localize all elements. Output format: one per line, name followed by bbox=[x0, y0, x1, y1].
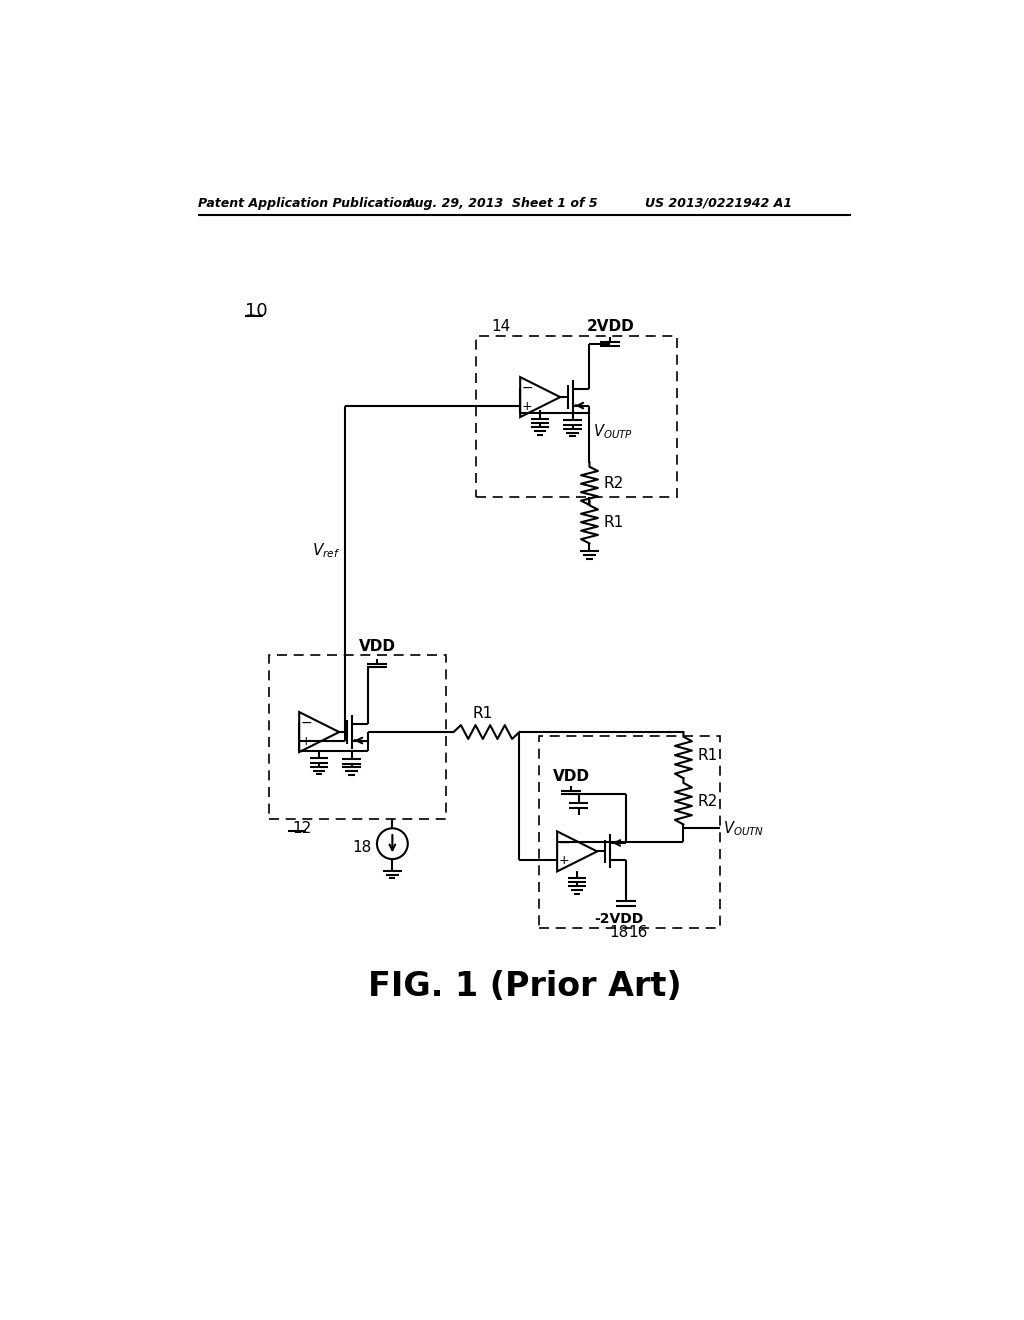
Text: R2: R2 bbox=[697, 793, 718, 809]
Text: Patent Application Publication: Patent Application Publication bbox=[199, 197, 412, 210]
Text: +: + bbox=[559, 854, 569, 867]
Text: R1: R1 bbox=[603, 515, 624, 529]
Text: −: − bbox=[300, 715, 312, 730]
Text: VDD: VDD bbox=[553, 768, 590, 784]
Text: FIG. 1 (Prior Art): FIG. 1 (Prior Art) bbox=[368, 970, 682, 1003]
Text: R1: R1 bbox=[697, 747, 718, 763]
Text: +: + bbox=[301, 734, 311, 747]
Text: 12: 12 bbox=[292, 821, 311, 836]
Text: 10: 10 bbox=[245, 302, 267, 319]
Text: 2VDD: 2VDD bbox=[587, 319, 634, 334]
Text: +: + bbox=[522, 400, 532, 413]
Text: VDD: VDD bbox=[358, 639, 395, 653]
Text: US 2013/0221942 A1: US 2013/0221942 A1 bbox=[645, 197, 792, 210]
Text: −: − bbox=[558, 836, 570, 849]
Text: $V_{OUTP}$: $V_{OUTP}$ bbox=[593, 422, 633, 441]
Text: 18: 18 bbox=[352, 840, 371, 855]
Text: $V_{OUTN}$: $V_{OUTN}$ bbox=[724, 818, 765, 838]
Text: -2VDD: -2VDD bbox=[594, 912, 643, 927]
Text: −: − bbox=[521, 381, 532, 395]
Text: 18: 18 bbox=[609, 925, 629, 940]
Text: 14: 14 bbox=[490, 319, 510, 334]
Bar bbox=[269, 655, 446, 818]
Text: R2: R2 bbox=[603, 477, 624, 491]
Text: Aug. 29, 2013  Sheet 1 of 5: Aug. 29, 2013 Sheet 1 of 5 bbox=[406, 197, 598, 210]
Text: $V_{ref}$: $V_{ref}$ bbox=[312, 541, 341, 561]
Text: 16: 16 bbox=[629, 925, 647, 940]
Text: R1: R1 bbox=[473, 706, 493, 721]
Bar bbox=[475, 335, 677, 498]
Bar bbox=[539, 737, 720, 928]
